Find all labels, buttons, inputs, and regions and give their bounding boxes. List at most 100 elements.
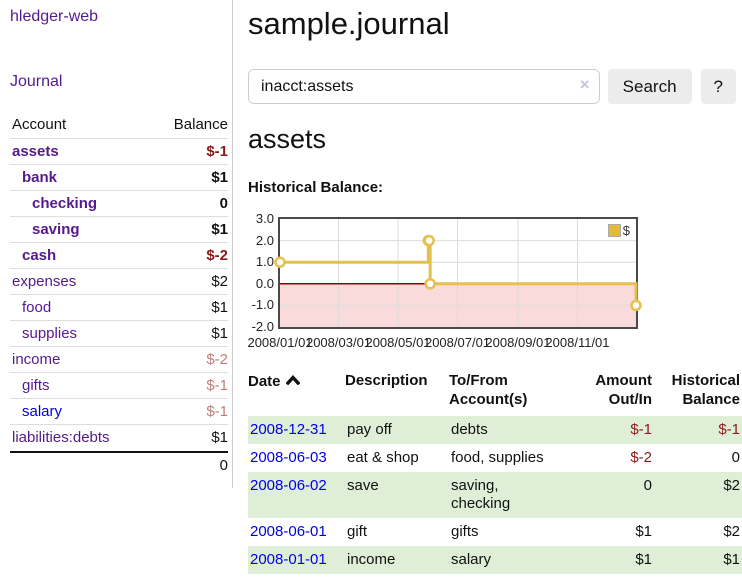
account-link[interactable]: gifts [22, 377, 50, 394]
search-button[interactable]: Search [607, 69, 692, 104]
data-point-marker [274, 256, 286, 268]
x-axis-tick-label: 2008/09/01 [485, 335, 551, 350]
register-balance: 0 [731, 449, 740, 466]
search-box: × [248, 69, 600, 104]
y-axis-tick-label: -1.0 [251, 297, 274, 313]
data-point-marker [630, 299, 642, 312]
account-link[interactable]: salary [22, 403, 63, 420]
x-axis-tick-label: 2008/11/01 [545, 335, 610, 350]
main-content: sample.journal × Search ? assets Histori… [233, 0, 742, 574]
y-axis-tick-label: -2.0 [251, 319, 274, 334]
search-input[interactable] [248, 69, 600, 104]
register-row: 2008-12-31 pay off debts $-1 $-1 [248, 416, 742, 444]
account-link[interactable]: food [22, 299, 52, 316]
register-date-link[interactable]: 2008-06-02 [250, 477, 327, 494]
account-balance: $-1 [206, 403, 228, 420]
register-balance: $2 [723, 523, 740, 540]
account-link[interactable]: liabilities:debts [12, 429, 110, 446]
register-date-link[interactable]: 2008-06-03 [250, 449, 327, 466]
search-bar: × Search ? [248, 69, 736, 104]
register-amount: $-1 [630, 421, 652, 438]
chart-legend: $ [606, 223, 631, 238]
account-link[interactable]: checking [32, 195, 98, 212]
account-balance: $1 [211, 221, 228, 238]
register-date-link[interactable]: 2008-12-31 [250, 421, 327, 438]
y-axis-tick-label: 0.0 [255, 275, 274, 291]
register-description: income [347, 551, 396, 568]
chart-canvas [274, 219, 642, 327]
column-header-balance: Historical Balance [671, 372, 740, 408]
y-axis-tick-label: 1.0 [255, 254, 274, 270]
account-link[interactable]: supplies [22, 325, 78, 342]
account-row: gifts $-1 [10, 372, 228, 398]
accounts-table: Account Balance assets $-1 bank $1 checking 0… [10, 112, 228, 478]
register-date-link[interactable]: 2008-06-01 [250, 523, 327, 540]
account-row: salary $-1 [10, 398, 228, 424]
account-balance: $2 [211, 273, 228, 290]
account-row: supplies $1 [10, 320, 228, 346]
data-point-marker [423, 234, 435, 247]
register-accounts: food, supplies [451, 449, 544, 466]
help-button[interactable]: ? [700, 69, 736, 104]
register-header-row: Date Description To/From Account(s) Amou… [248, 369, 742, 416]
register-amount: $1 [635, 523, 652, 540]
register-balance: $2 [723, 477, 740, 494]
register-accounts: salary [451, 551, 492, 568]
account-link[interactable]: income [12, 351, 61, 368]
account-balance: $1 [211, 325, 228, 342]
accounts-col-balance: Balance [173, 116, 228, 133]
column-header-amount: Amount Out/In [595, 372, 652, 408]
register-description: save [347, 477, 379, 494]
x-axis-tick-label: 2008/03/01 [305, 335, 372, 350]
sidebar-item-journal[interactable]: Journal [10, 73, 63, 90]
x-axis-tick-label: 2008/05/01 [365, 335, 431, 350]
app-title-link[interactable]: hledger-web [10, 8, 99, 25]
account-link[interactable]: expenses [12, 273, 77, 290]
account-link[interactable]: cash [22, 247, 57, 264]
x-axis-tick-label: 2008/01/01 [247, 335, 313, 350]
account-balance: 0 [219, 195, 228, 212]
account-row: food $1 [10, 294, 228, 320]
x-axis-tick-label: 2008/07/01 [424, 335, 491, 350]
account-row: expenses $2 [10, 268, 228, 294]
column-header-description: Description [345, 372, 428, 389]
page-title: sample.journal [248, 6, 450, 41]
account-heading: assets [248, 124, 327, 154]
column-header-accounts: To/From Account(s) [449, 372, 528, 408]
register-balance: $1 [723, 551, 740, 568]
account-balance: $-1 [206, 377, 228, 394]
account-balance: $-1 [206, 143, 228, 160]
account-row: liabilities:debts $1 [10, 424, 228, 450]
data-point-marker [424, 278, 436, 290]
register-description: gift [347, 523, 368, 540]
register-description: pay off [347, 421, 392, 438]
account-row: saving $1 [10, 216, 228, 242]
register-accounts: saving, checking [451, 477, 511, 512]
column-header-date[interactable]: Date [248, 369, 345, 416]
legend-swatch-icon [607, 224, 621, 237]
sidebar: hledger-web Journal Account Balance asse… [0, 0, 233, 488]
account-balance: $1 [211, 429, 228, 446]
account-link[interactable]: bank [22, 169, 58, 186]
account-row: bank $1 [10, 164, 228, 190]
accounts-col-account: Account [12, 116, 67, 133]
account-link[interactable]: saving [32, 221, 80, 238]
accounts-table-header: Account Balance [10, 112, 228, 138]
register-accounts: debts [451, 421, 488, 438]
register-row: 2008-01-01 income salary $1 $1 [248, 546, 742, 574]
account-balance: $-2 [206, 351, 228, 368]
register-description: eat & shop [347, 449, 419, 466]
register-row: 2008-06-01 gift gifts $1 $2 [248, 518, 742, 546]
register-amount: $1 [635, 551, 652, 568]
register-date-link[interactable]: 2008-01-01 [250, 551, 327, 568]
clear-search-icon[interactable]: × [579, 75, 590, 94]
register-row: 2008-06-03 eat & shop food, supplies $-2 0 [248, 444, 742, 472]
chart-title: Historical Balance: [248, 179, 384, 196]
account-link[interactable]: assets [12, 143, 59, 160]
account-row: income $-2 [10, 346, 228, 372]
register-row: 2008-06-02 save saving, checking 0 $2 [248, 472, 742, 518]
chart-plot: $ [274, 217, 642, 329]
account-row: checking 0 [10, 190, 228, 216]
account-row: cash $-2 [10, 242, 228, 268]
y-axis-tick-label: 3.0 [255, 211, 274, 226]
